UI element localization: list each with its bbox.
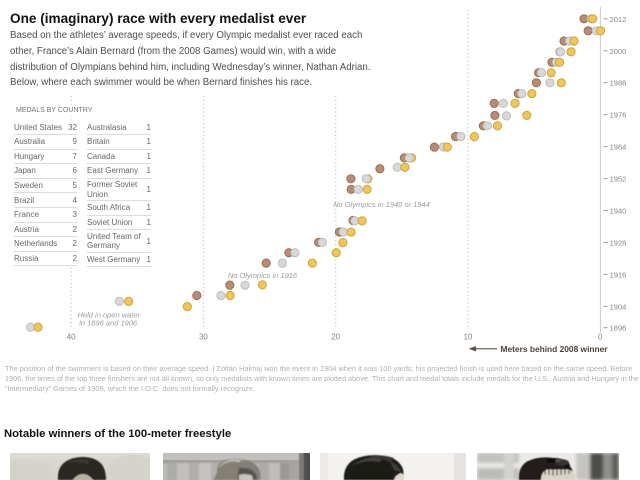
svg-text:1904: 1904 <box>610 302 627 311</box>
svg-text:1928: 1928 <box>610 239 627 248</box>
svg-text:1896: 1896 <box>610 324 627 333</box>
svg-text:1964: 1964 <box>610 143 627 152</box>
svg-text:2000: 2000 <box>610 47 627 56</box>
svg-text:1916: 1916 <box>610 270 627 279</box>
svg-text:No Olympics in 1940 or 1944: No Olympics in 1940 or 1944 <box>333 200 430 209</box>
svg-text:in 1896 and 1906: in 1896 and 1906 <box>79 318 138 327</box>
svg-text:0: 0 <box>598 333 603 342</box>
svg-text:1952: 1952 <box>610 175 627 184</box>
svg-text:30: 30 <box>199 333 208 342</box>
svg-text:1976: 1976 <box>610 111 627 120</box>
svg-text:1988: 1988 <box>610 79 627 88</box>
svg-text:10: 10 <box>463 333 472 342</box>
svg-text:1940: 1940 <box>610 207 627 216</box>
svg-text:Meters behind 2008 winner: Meters behind 2008 winner <box>501 344 609 354</box>
svg-text:No Olympics in 1916: No Olympics in 1916 <box>228 271 298 280</box>
svg-text:20: 20 <box>331 333 340 342</box>
svg-text:Held in open water: Held in open water <box>78 310 141 319</box>
svg-text:2012: 2012 <box>610 15 627 24</box>
svg-text:40: 40 <box>67 333 76 342</box>
